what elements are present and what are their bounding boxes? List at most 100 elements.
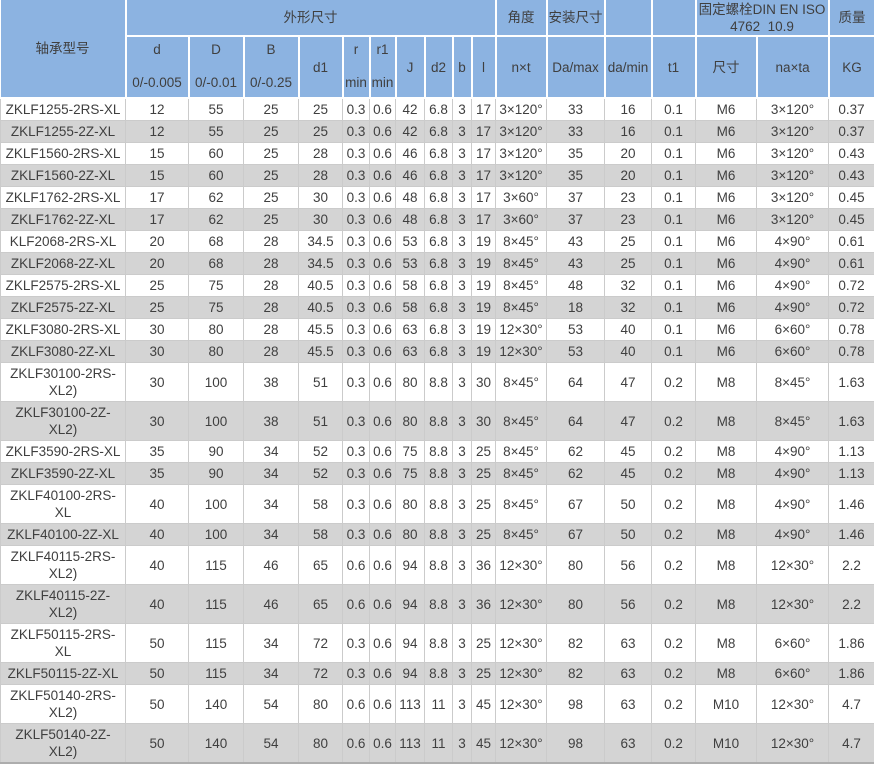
- cell-r1: 0.6: [369, 340, 396, 363]
- cell-bolt_size: M8: [695, 362, 758, 402]
- cell-D: 60: [188, 142, 244, 165]
- cell-nxt: 3×120°: [495, 97, 548, 121]
- cell-B: 34: [243, 623, 299, 663]
- cell-l: 19: [470, 318, 497, 341]
- cell-da_min: 47: [604, 362, 653, 402]
- cell-da_min: 23: [604, 186, 653, 209]
- cell-naxta: 3×120°: [756, 142, 830, 165]
- cell-J: 113: [395, 723, 425, 764]
- cell-model: ZKLF1255-2Z-XL: [0, 120, 126, 143]
- cell-d: 50: [125, 623, 189, 663]
- cell-b: 3: [452, 252, 472, 275]
- cell-r1: 0.6: [369, 318, 396, 341]
- group-header-angle: 角度: [494, 0, 548, 37]
- cell-da_min: 63: [604, 684, 653, 724]
- cell-d: 12: [125, 120, 189, 143]
- cell-d2: 6.8: [424, 208, 453, 231]
- cell-bolt_size: M8: [695, 462, 758, 485]
- cell-naxta: 12×30°: [756, 545, 830, 585]
- cell-kg: 1.63: [828, 401, 874, 441]
- cell-r1: 0.6: [369, 545, 396, 585]
- cell-model: ZKLF50140-2RS-XL2): [0, 684, 126, 724]
- cell-d1: 72: [298, 623, 343, 663]
- cell-naxta: 3×120°: [756, 186, 830, 209]
- cell-t1: 0.1: [651, 120, 697, 143]
- cell-J: 80: [395, 401, 425, 441]
- cell-J: 94: [395, 623, 425, 663]
- cell-da_min: 63: [604, 623, 653, 663]
- cell-Da_max: 82: [546, 623, 606, 663]
- table-row: KLF2068-2RS-XL 20 68 28 34.5 0.3 0.6 53 6.8 3 19 8×…: [0, 230, 874, 253]
- cell-d: 15: [125, 142, 189, 165]
- cell-D: 115: [188, 545, 244, 585]
- table-row: ZKLF50115-2Z-XL 50 115 34 72 0.3 0.6 94 8.8 3 25 12…: [0, 662, 874, 685]
- table-row: ZKLF1762-2RS-XL 17 62 25 30 0.3 0.6 48 6.8 3 17 3×6…: [0, 186, 874, 209]
- cell-naxta: 8×45°: [756, 362, 830, 402]
- cell-Da_max: 62: [546, 440, 606, 463]
- cell-kg: 1.13: [828, 440, 874, 463]
- group-header-blank-1: [603, 0, 653, 37]
- cell-model: ZKLF40115-2RS-XL2): [0, 545, 126, 585]
- cell-J: 75: [395, 440, 425, 463]
- cell-r: 0.6: [342, 684, 370, 724]
- cell-B: 28: [243, 252, 299, 275]
- col-header-da-min: da/min: [603, 35, 653, 99]
- cell-da_min: 63: [604, 662, 653, 685]
- cell-naxta: 4×90°: [756, 523, 830, 546]
- group-header-mass: 质量: [827, 0, 874, 37]
- table-row: ZKLF40100-2RS-XL 40 100 34 58 0.3 0.6 80 8.8 3 25 8…: [0, 484, 874, 524]
- col-header-naxta: na×ta: [755, 35, 829, 99]
- col-header-r: r min: [341, 35, 371, 99]
- cell-bolt_size: M6: [695, 164, 758, 187]
- cell-r: 0.3: [342, 296, 370, 319]
- cell-J: 80: [395, 484, 425, 524]
- cell-D: 68: [188, 252, 244, 275]
- cell-Da_max: 67: [546, 523, 606, 546]
- table-row: ZKLF40115-2Z-XL2) 40 115 46 65 0.6 0.6 94 8.8 3 36…: [0, 584, 874, 624]
- cell-d: 20: [125, 252, 189, 275]
- cell-naxta: 12×30°: [756, 584, 830, 624]
- cell-naxta: 4×90°: [756, 252, 830, 275]
- table-row: ZKLF50140-2RS-XL2) 50 140 54 80 0.6 0.6 113 11 3 4…: [0, 684, 874, 724]
- cell-b: 3: [452, 274, 472, 297]
- cell-model: ZKLF1560-2Z-XL: [0, 164, 126, 187]
- cell-B: 54: [243, 723, 299, 764]
- cell-Da_max: 98: [546, 684, 606, 724]
- cell-nxt: 3×60°: [495, 208, 548, 231]
- cell-d2: 6.8: [424, 252, 453, 275]
- cell-t1: 0.1: [651, 340, 697, 363]
- cell-Da_max: 35: [546, 142, 606, 165]
- cell-d2: 6.8: [424, 274, 453, 297]
- table-row: ZKLF1560-2RS-XL 15 60 25 28 0.3 0.6 46 6.8 3 17 3×1…: [0, 142, 874, 165]
- cell-J: 42: [395, 97, 425, 121]
- cell-D: 80: [188, 340, 244, 363]
- cell-d2: 6.8: [424, 318, 453, 341]
- cell-r1: 0.6: [369, 684, 396, 724]
- cell-J: 75: [395, 462, 425, 485]
- cell-kg: 1.46: [828, 523, 874, 546]
- cell-d1: 25: [298, 97, 343, 121]
- cell-B: 38: [243, 362, 299, 402]
- cell-d1: 52: [298, 462, 343, 485]
- cell-bolt_size: M6: [695, 340, 758, 363]
- table-row: ZKLF3080-2RS-XL 30 80 28 45.5 0.3 0.6 63 6.8 3 19 1…: [0, 318, 874, 341]
- cell-model: ZKLF50140-2Z-XL2): [0, 723, 126, 764]
- cell-nxt: 8×45°: [495, 484, 548, 524]
- cell-t1: 0.1: [651, 142, 697, 165]
- cell-d: 40: [125, 484, 189, 524]
- cell-b: 3: [452, 230, 472, 253]
- cell-da_min: 40: [604, 318, 653, 341]
- col-tolerance: 0/-0.25: [249, 75, 293, 90]
- cell-nxt: 8×45°: [495, 296, 548, 319]
- cell-r1: 0.6: [369, 142, 396, 165]
- cell-model: ZKLF3590-2RS-XL: [0, 440, 126, 463]
- cell-r1: 0.6: [369, 252, 396, 275]
- cell-nxt: 8×45°: [495, 362, 548, 402]
- cell-bolt_size: M8: [695, 440, 758, 463]
- cell-d: 30: [125, 362, 189, 402]
- cell-D: 115: [188, 662, 244, 685]
- cell-b: 3: [452, 208, 472, 231]
- cell-l: 19: [470, 252, 497, 275]
- cell-da_min: 63: [604, 723, 653, 764]
